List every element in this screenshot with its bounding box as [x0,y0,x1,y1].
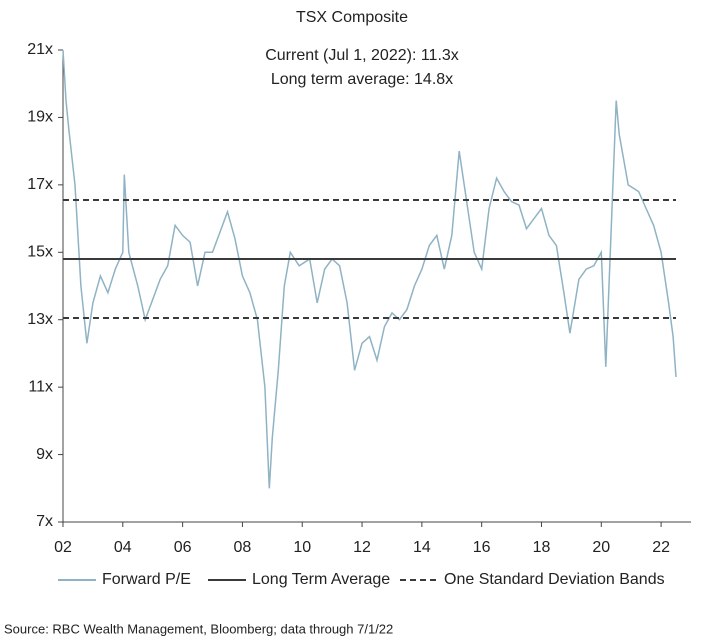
x-tick-label: 12 [353,539,371,556]
x-tick-label: 04 [114,539,132,556]
annotation: Long term average: 14.8x [271,71,453,88]
series-line [63,199,676,319]
y-tick-label: 17x [27,176,53,193]
legend-label: Forward P/E [102,571,191,588]
series-line [62,49,677,489]
annotation: Current (Jul 1, 2022): 11.3x [265,47,459,64]
y-tick-label: 7x [36,513,53,530]
x-tick-label: 10 [293,539,311,556]
x-tick-label: 14 [413,539,431,556]
legend-label: Long Term Average [252,571,390,588]
x-tick-label: 18 [533,539,551,556]
x-tick-label: 08 [234,539,252,556]
y-tick-label: 19x [27,109,53,126]
y-tick-label: 9x [36,446,53,463]
x-tick-label: 22 [652,539,670,556]
y-tick-label: 13x [27,311,53,328]
source: Source: RBC Wealth Management, Bloomberg… [4,621,393,636]
y-tick-label: 11x [28,378,53,395]
chart-title: TSX Composite [296,9,408,26]
x-tick-label: 16 [473,539,491,556]
x-tick-label: 20 [592,539,610,556]
y-tick-label: 15x [27,244,53,261]
x-tick-label: 06 [174,539,192,556]
legend-label: One Standard Deviation Bands [444,571,665,588]
y-tick-label: 21x [27,41,53,58]
x-tick-label: 02 [54,539,72,556]
